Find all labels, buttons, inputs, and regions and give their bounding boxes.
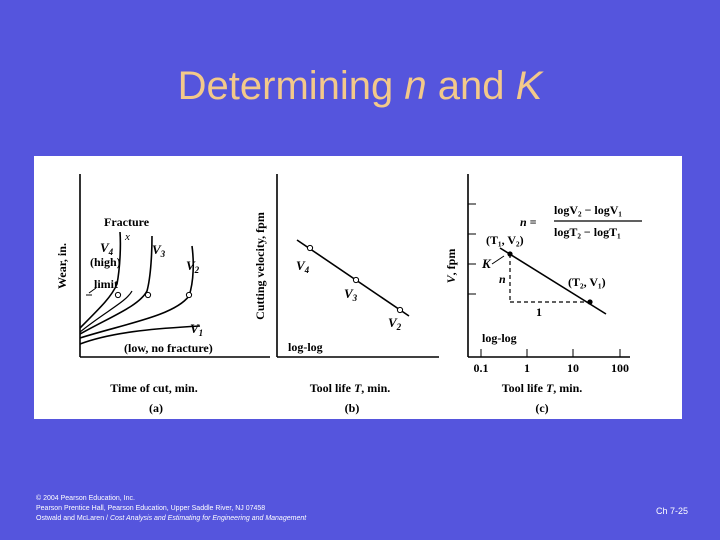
panel-a-ylabel: Wear, in. [55, 243, 69, 289]
footer-book: Ostwald and McLaren / Cost Analysis and … [36, 515, 307, 522]
title-k: K [515, 64, 543, 108]
panel-c-xlabel: Tool life T, min. [502, 381, 583, 395]
label-t1-v2: (T₁, V₂) [486, 233, 524, 247]
figure-svg: Wear, in. Fracture x V4 (high) V3 V2 lim… [55, 174, 642, 415]
c-ticklabel-2: 10 [567, 361, 579, 375]
slide-title: Determining n and K [0, 62, 720, 110]
footer-publisher: Pearson Prentice Hall, Pearson Education… [36, 505, 266, 512]
label-limit: limit [94, 277, 118, 291]
panel-a-xlabel: Time of cut, min. [110, 381, 197, 395]
panel-c: V, fpm n = logV₂ − logV₁ logT₂ − logT₁ (… [444, 174, 642, 415]
label-one: 1 [536, 305, 542, 319]
panel-c-caption: (c) [535, 401, 548, 415]
point-v3 [352, 276, 360, 284]
c-ticklabel-1: 1 [524, 361, 530, 375]
limit-marker-v2 [185, 291, 193, 299]
formula-lhs: n = [520, 215, 537, 229]
label-low: (low, no fracture) [124, 341, 213, 355]
c-ticklabel-0: 0.1 [474, 361, 489, 375]
label-high: (high) [90, 255, 121, 269]
panel-a-caption: (a) [149, 401, 163, 415]
curve-v3 [79, 235, 153, 335]
title-n: n [404, 64, 427, 108]
panel-c-scale: log-log [482, 331, 517, 345]
label-n: n [499, 272, 506, 286]
title-prefix: Determining [177, 64, 405, 108]
fracture-label: Fracture [104, 215, 150, 229]
label-b-v4: V4 [296, 258, 310, 275]
panel-a: Wear, in. Fracture x V4 (high) V3 V2 lim… [55, 174, 270, 415]
slide-footer: © 2004 Pearson Education, Inc. Pearson P… [36, 494, 306, 524]
limit-pointer [88, 287, 97, 294]
label-b-v3: V3 [344, 286, 358, 303]
label-k: K [481, 256, 492, 271]
formula-denominator: logT₂ − logT₁ [554, 225, 621, 239]
limit-marker-v4 [114, 291, 122, 299]
label-v4: V4 [100, 240, 114, 257]
curve-v4 [79, 231, 122, 329]
curve-intermediate [79, 290, 133, 333]
panel-b-scale: log-log [288, 340, 323, 354]
point-v2 [396, 306, 404, 314]
panel-b: Cutting velocity, fpm V4 V3 V2 log-log T… [253, 174, 439, 415]
panel-b-ylabel: Cutting velocity, fpm [253, 212, 267, 320]
panel-b-caption: (b) [345, 401, 360, 415]
k-pointer [491, 255, 505, 265]
title-middle: and [426, 64, 516, 108]
curve-v2 [79, 245, 195, 339]
curve-v1 [79, 325, 201, 345]
label-v1: V1 [190, 321, 203, 338]
slide-number: Ch 7-25 [655, 506, 688, 516]
label-v2: V2 [186, 258, 200, 275]
label-b-v2: V2 [388, 315, 402, 332]
label-t2-v1: (T₂, V₁) [568, 275, 606, 289]
formula-numerator: logV₂ − logV₁ [554, 203, 622, 217]
fracture-x-mark: x [124, 231, 130, 243]
panel-b-xlabel: Tool life T, min. [310, 381, 391, 395]
tool-life-figure: Wear, in. Fracture x V4 (high) V3 V2 lim… [34, 156, 682, 419]
c-ticklabel-3: 100 [611, 361, 629, 375]
footer-copyright: © 2004 Pearson Education, Inc. [36, 495, 135, 502]
point-v4 [306, 244, 314, 252]
limit-marker-v3 [144, 291, 152, 299]
label-v3: V3 [152, 242, 166, 259]
panel-b-line [296, 239, 410, 317]
panel-c-ylabel: V, fpm [444, 249, 458, 284]
